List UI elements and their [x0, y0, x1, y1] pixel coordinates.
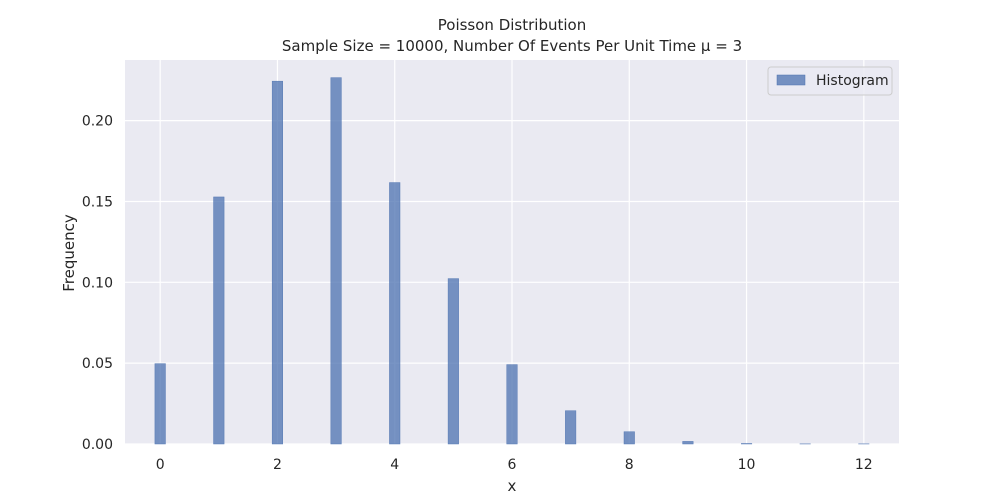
y-axis-label: Frequency — [60, 214, 78, 292]
x-tick-label: 10 — [738, 457, 756, 473]
x-tick-label: 6 — [508, 457, 517, 473]
y-tick-label: 0.05 — [82, 356, 113, 372]
x-tick-label: 12 — [855, 457, 873, 473]
x-tick-labels: 0 2 4 6 8 10 12 — [156, 457, 873, 473]
x-tick-label: 0 — [156, 457, 165, 473]
legend: Histogram — [768, 67, 892, 95]
histogram-bar-x9 — [683, 441, 694, 444]
histogram-bar-x5 — [448, 279, 459, 444]
y-tick-labels: 0.00 0.05 0.10 0.15 0.20 — [82, 114, 113, 453]
histogram-bar-x1 — [214, 197, 225, 444]
legend-label: Histogram — [816, 73, 889, 89]
chart-subtitle: Sample Size = 10000, Number Of Events Pe… — [282, 37, 742, 55]
histogram-bar-x8 — [624, 432, 635, 444]
x-tick-label: 4 — [390, 457, 399, 473]
histogram-bar-x7 — [565, 411, 576, 444]
y-tick-label: 0.10 — [82, 275, 113, 291]
y-tick-label: 0.15 — [82, 194, 113, 210]
histogram-bar-x2 — [272, 81, 283, 444]
x-tick-label: 2 — [273, 457, 282, 473]
y-tick-label: 0.20 — [82, 114, 113, 130]
histogram-bar-x6 — [507, 365, 518, 444]
x-axis-label: x — [508, 477, 517, 495]
y-tick-label: 0.00 — [82, 437, 113, 453]
histogram-bar-x4 — [389, 183, 400, 444]
histogram-bar-x0 — [155, 364, 166, 444]
histogram-bar-x3 — [331, 78, 342, 444]
chart-title: Poisson Distribution — [438, 16, 586, 34]
x-tick-label: 8 — [625, 457, 634, 473]
legend-swatch — [777, 75, 805, 85]
